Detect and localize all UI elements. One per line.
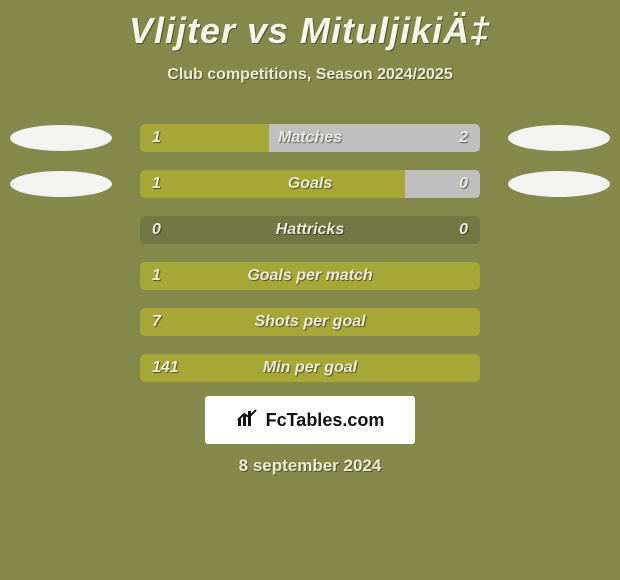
stat-bar-left <box>140 308 480 336</box>
player-badge-right <box>508 171 610 197</box>
page-title: Vlijter vs MituljikiÄ‡ <box>0 0 620 52</box>
date-text: 8 september 2024 <box>0 456 620 476</box>
comparison-infographic: Vlijter vs MituljikiÄ‡ Club competitions… <box>0 0 620 580</box>
stat-row: Goals10 <box>0 161 620 207</box>
stat-track <box>140 354 480 382</box>
stat-bar-left <box>140 124 269 152</box>
stat-bar-left <box>140 170 405 198</box>
player-badge-left <box>10 171 112 197</box>
stat-rows: Matches12Goals10Hattricks00Goals per mat… <box>0 115 620 391</box>
page-subtitle: Club competitions, Season 2024/2025 <box>0 66 620 84</box>
player-badge-left <box>10 125 112 151</box>
stat-bar-left <box>140 262 480 290</box>
stat-row: Shots per goal7 <box>0 299 620 345</box>
stat-row: Min per goal141 <box>0 345 620 391</box>
brand-text: FcTables.com <box>266 410 385 431</box>
stat-row: Matches12 <box>0 115 620 161</box>
stat-track <box>140 170 480 198</box>
stat-bar-right <box>269 124 480 152</box>
stat-track <box>140 216 480 244</box>
stat-bar-left <box>140 354 480 382</box>
stat-track <box>140 308 480 336</box>
player-badge-right <box>508 125 610 151</box>
stat-row: Goals per match1 <box>0 253 620 299</box>
stat-track <box>140 124 480 152</box>
stat-bar-right <box>405 170 480 198</box>
stat-track <box>140 262 480 290</box>
stat-row: Hattricks00 <box>0 207 620 253</box>
brand-badge: FcTables.com <box>205 396 415 444</box>
brand-logo-icon <box>236 408 260 433</box>
